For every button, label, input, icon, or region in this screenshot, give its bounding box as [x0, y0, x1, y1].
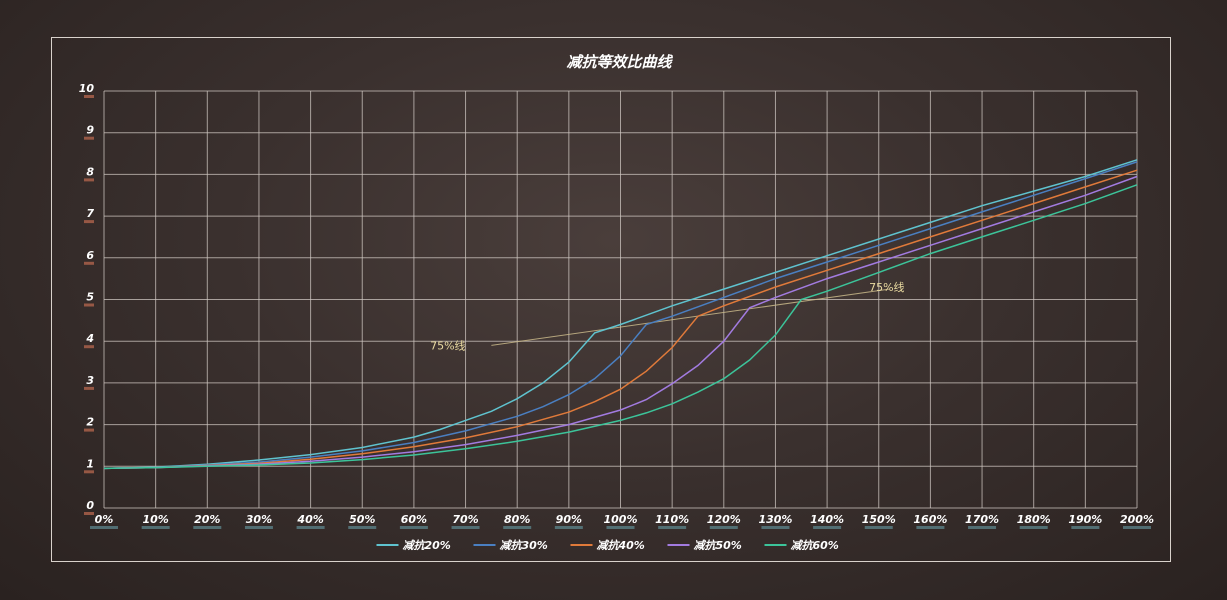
y-tick-label: 0	[86, 499, 94, 512]
x-tick-label: 20%	[194, 513, 220, 526]
y-tick-underline	[84, 303, 94, 307]
legend-label: 减抗20%	[403, 539, 451, 552]
series-line	[103, 184, 1138, 470]
x-tick-underline	[193, 526, 222, 529]
y-tick-label: 3	[86, 374, 94, 387]
x-tick-label: 140%	[810, 513, 844, 526]
series-line	[103, 159, 1138, 470]
annotations: 75%线 75%线	[430, 280, 904, 352]
x-tick-label: 180%	[1017, 513, 1051, 526]
y-tick-label: 1	[86, 457, 94, 470]
y-tick-underline	[84, 95, 94, 98]
y-tick-label: 2	[86, 416, 94, 429]
x-tick-label: 100%	[604, 513, 638, 526]
x-tick-label: 130%	[758, 513, 792, 526]
series-lines	[103, 159, 1138, 470]
x-tick-underline	[244, 526, 273, 529]
legend-label: 减抗30%	[500, 539, 548, 552]
series-line	[103, 169, 1138, 470]
y-tick-underline	[84, 261, 94, 265]
y-tick-label: 5	[86, 291, 94, 304]
x-tick-underline	[1123, 526, 1151, 529]
reference-line	[491, 288, 890, 346]
x-tick-underline	[606, 526, 635, 529]
x-tick-underline	[864, 526, 893, 529]
legend-label: 减抗50%	[694, 539, 742, 552]
x-tick-label: 60%	[401, 513, 427, 526]
axis-ticks: 0% 10% 20% 30% 40% 50% 60% 70% 80% 90% 100% 110% 120…	[79, 82, 1154, 529]
y-tick-underline	[84, 178, 94, 182]
x-tick-underline	[90, 526, 118, 529]
y-tick-label: 8	[86, 165, 94, 178]
series-line	[103, 175, 1138, 470]
y-tick-underline	[84, 136, 94, 140]
x-tick-label: 120%	[707, 513, 741, 526]
x-tick-label: 170%	[965, 513, 999, 526]
y-tick-label: 4	[85, 332, 94, 345]
y-tick-underline	[84, 512, 94, 515]
x-tick-label: 40%	[296, 513, 323, 526]
x-tick-underline	[916, 526, 945, 529]
x-tick-underline	[968, 526, 997, 529]
x-tick-underline	[503, 526, 532, 529]
x-tick-underline	[709, 526, 738, 529]
y-tick-underline	[84, 220, 94, 224]
y-tick-underline	[84, 470, 94, 474]
chart-title: 减抗等效比曲线	[566, 53, 673, 71]
grid	[103, 90, 1138, 509]
y-tick-label: 7	[86, 207, 94, 220]
x-tick-label: 30%	[246, 513, 272, 526]
annotation-label: 75%线	[430, 339, 465, 353]
legend-label: 减抗60%	[791, 539, 839, 552]
x-tick-underline	[554, 526, 583, 529]
x-tick-label: 190%	[1068, 513, 1102, 526]
x-tick-underline	[296, 526, 325, 529]
legend-label: 减抗40%	[597, 539, 645, 552]
x-tick-label: 90%	[556, 513, 582, 526]
x-tick-underline	[761, 526, 790, 529]
y-tick-underline	[84, 428, 94, 432]
x-tick-label: 80%	[504, 513, 530, 526]
x-tick-label: 150%	[862, 513, 896, 526]
x-tick-underline	[813, 526, 842, 529]
x-tick-underline	[1071, 526, 1100, 529]
y-tick-label: 10	[79, 82, 95, 95]
x-tick-label: 50%	[349, 513, 375, 526]
y-tick-underline	[84, 386, 94, 390]
series-line	[103, 161, 1138, 470]
x-tick-underline	[399, 526, 428, 529]
x-tick-label: 70%	[452, 513, 478, 526]
x-tick-label: 160%	[913, 513, 947, 526]
chart-frame: 减抗等效比曲线 0% 10% 20% 30% 40% 50% 60% 70% 80% 90% 100…	[51, 37, 1171, 562]
reference-line-75	[491, 288, 890, 346]
y-tick-label: 6	[86, 249, 94, 262]
x-tick-label: 10%	[142, 513, 168, 526]
x-tick-underline	[451, 526, 480, 529]
x-tick-label: 0%	[95, 513, 114, 526]
annotation-label: 75%线	[869, 280, 904, 294]
line-chart: 减抗等效比曲线 0% 10% 20% 30% 40% 50% 60% 70% 80% 90% 100…	[79, 53, 1154, 552]
x-tick-underline	[348, 526, 377, 529]
x-tick-label: 110%	[655, 513, 689, 526]
y-tick-underline	[84, 345, 94, 349]
x-tick-label: 200%	[1120, 513, 1154, 526]
legend: 减抗20% 减抗30% 减抗40% 减抗50% 减抗60%	[376, 539, 839, 552]
x-tick-underline	[658, 526, 687, 529]
y-tick-label: 9	[86, 124, 94, 137]
x-tick-underline	[141, 526, 170, 529]
x-tick-underline	[1019, 526, 1048, 529]
